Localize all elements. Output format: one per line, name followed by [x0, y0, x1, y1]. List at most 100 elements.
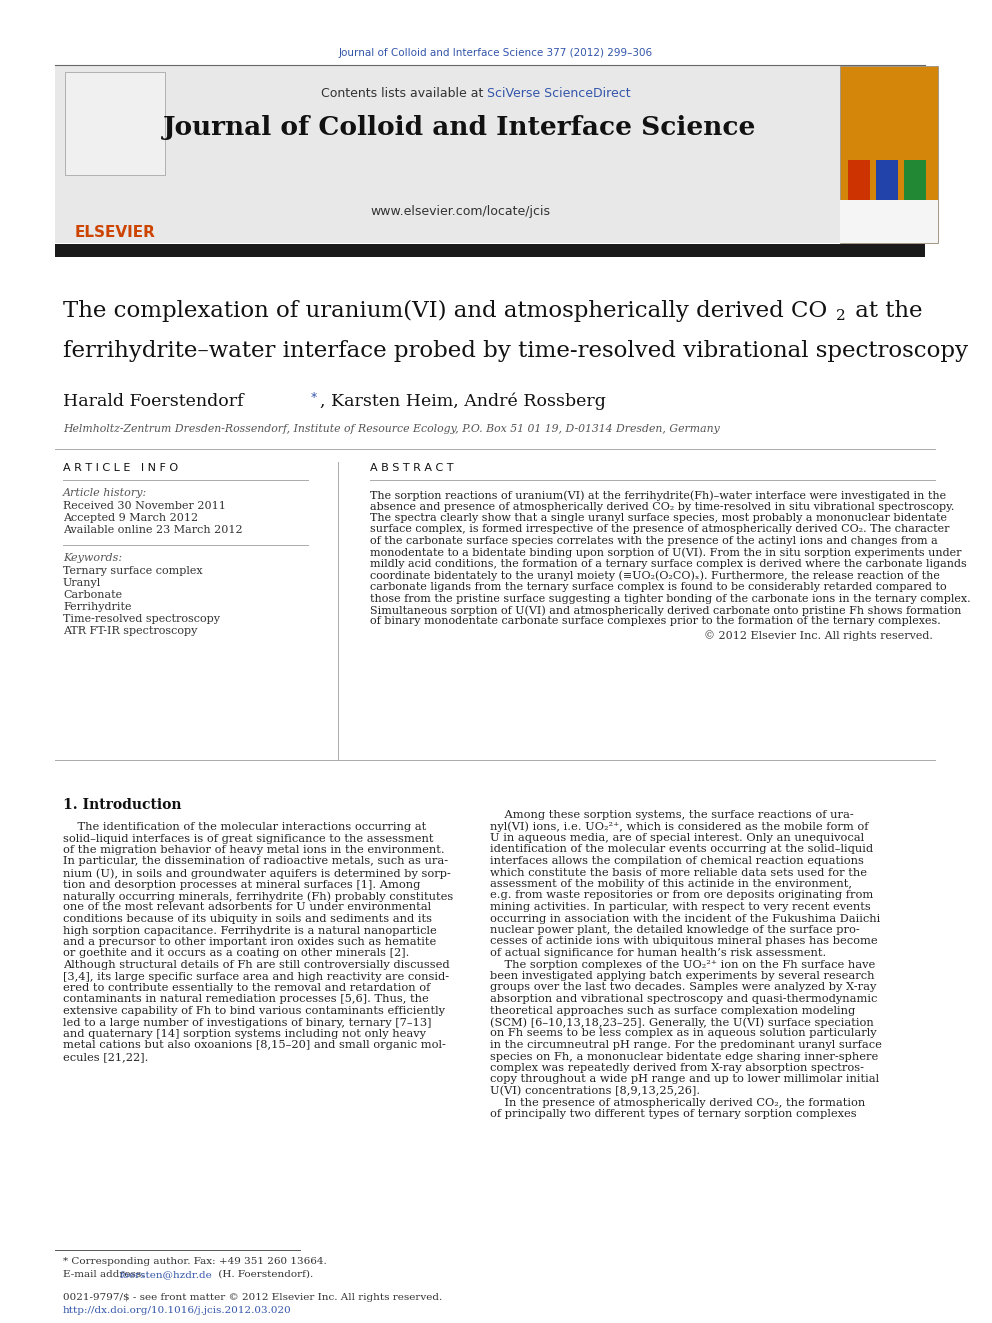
Bar — [55, 243, 925, 257]
Text: A B S T R A C T: A B S T R A C T — [370, 463, 453, 474]
Text: nium (U), in soils and groundwater aquifers is determined by sorp-: nium (U), in soils and groundwater aquif… — [63, 868, 451, 878]
Text: of the carbonate surface species correlates with the presence of the actinyl ion: of the carbonate surface species correla… — [370, 536, 937, 546]
Text: nyl(VI) ions, i.e. UO₂²⁺, which is considered as the mobile form of: nyl(VI) ions, i.e. UO₂²⁺, which is consi… — [490, 822, 869, 832]
Text: Ternary surface complex: Ternary surface complex — [63, 566, 202, 576]
Text: theoretical approaches such as surface complexation modeling: theoretical approaches such as surface c… — [490, 1005, 855, 1016]
Text: 1. Introduction: 1. Introduction — [63, 798, 182, 812]
Text: mildly acid conditions, the formation of a ternary surface complex is derived wh: mildly acid conditions, the formation of… — [370, 560, 967, 569]
Text: carbonate ligands from the ternary surface complex is found to be considerably r: carbonate ligands from the ternary surfa… — [370, 582, 946, 591]
Text: tion and desorption processes at mineral surfaces [1]. Among: tion and desorption processes at mineral… — [63, 880, 421, 889]
Text: monodentate to a bidentate binding upon sorption of U(VI). From the in situ sorp: monodentate to a bidentate binding upon … — [370, 548, 961, 558]
Text: (SCM) [6–10,13,18,23–25]. Generally, the U(VI) surface speciation: (SCM) [6–10,13,18,23–25]. Generally, the… — [490, 1017, 874, 1028]
Text: ered to contribute essentially to the removal and retardation of: ered to contribute essentially to the re… — [63, 983, 431, 994]
Text: foersten@hzdr.de: foersten@hzdr.de — [120, 1270, 212, 1279]
Text: ecules [21,22].: ecules [21,22]. — [63, 1052, 149, 1062]
Text: Although structural details of Fh are still controversially discussed: Although structural details of Fh are st… — [63, 960, 449, 970]
Text: coordinate bidentately to the uranyl moiety (≡UO₂(O₂CO)ₓ). Furthermore, the rele: coordinate bidentately to the uranyl moi… — [370, 570, 939, 581]
Text: e.g. from waste repositories or from ore deposits originating from: e.g. from waste repositories or from ore… — [490, 890, 873, 901]
Text: Keywords:: Keywords: — [63, 553, 122, 564]
Text: In particular, the dissemination of radioactive metals, such as ura-: In particular, the dissemination of radi… — [63, 856, 448, 867]
Text: *: * — [311, 392, 317, 404]
Text: nuclear power plant, the detailed knowledge of the surface pro-: nuclear power plant, the detailed knowle… — [490, 925, 860, 935]
Text: The spectra clearly show that a single uranyl surface species, most probably a m: The spectra clearly show that a single u… — [370, 513, 947, 523]
Bar — [876, 160, 898, 230]
Text: groups over the last two decades. Samples were analyzed by X-ray: groups over the last two decades. Sample… — [490, 983, 876, 992]
Text: Among these sorption systems, the surface reactions of ura-: Among these sorption systems, the surfac… — [490, 810, 854, 820]
Text: complex was repeatedly derived from X-ray absorption spectros-: complex was repeatedly derived from X-ra… — [490, 1062, 864, 1073]
Text: www.elsevier.com/locate/jcis: www.elsevier.com/locate/jcis — [370, 205, 550, 218]
Text: high sorption capacitance. Ferrihydrite is a natural nanoparticle: high sorption capacitance. Ferrihydrite … — [63, 926, 436, 935]
Text: In the presence of atmospherically derived CO₂, the formation: In the presence of atmospherically deriv… — [490, 1098, 865, 1107]
Text: Carbonate: Carbonate — [63, 590, 122, 601]
Text: identification of the molecular events occurring at the solid–liquid: identification of the molecular events o… — [490, 844, 873, 855]
Text: The identification of the molecular interactions occurring at: The identification of the molecular inte… — [63, 822, 427, 832]
Text: at the: at the — [848, 300, 923, 321]
Bar — [848, 160, 870, 230]
Text: solid–liquid interfaces is of great significance to the assessment: solid–liquid interfaces is of great sign… — [63, 833, 434, 844]
Text: Simultaneous sorption of U(VI) and atmospherically derived carbonate onto pristi: Simultaneous sorption of U(VI) and atmos… — [370, 605, 961, 615]
Bar — [840, 66, 938, 243]
Bar — [65, 71, 165, 175]
Text: Harald Foerstendorf: Harald Foerstendorf — [63, 393, 244, 410]
Text: or goethite and it occurs as a coating on other minerals [2].: or goethite and it occurs as a coating o… — [63, 949, 410, 958]
Text: cesses of actinide ions with ubiquitous mineral phases has become: cesses of actinide ions with ubiquitous … — [490, 937, 878, 946]
Text: Time-resolved spectroscopy: Time-resolved spectroscopy — [63, 614, 220, 624]
Text: led to a large number of investigations of binary, ternary [7–13]: led to a large number of investigations … — [63, 1017, 432, 1028]
Text: Received 30 November 2011: Received 30 November 2011 — [63, 501, 226, 511]
Text: in the circumneutral pH range. For the predominant uranyl surface: in the circumneutral pH range. For the p… — [490, 1040, 882, 1050]
Text: assessment of the mobility of this actinide in the environment,: assessment of the mobility of this actin… — [490, 878, 852, 889]
Text: naturally occurring minerals, ferrihydrite (Fh) probably constitutes: naturally occurring minerals, ferrihydri… — [63, 890, 453, 901]
Text: on Fh seems to be less complex as in aqueous solution particularly: on Fh seems to be less complex as in aqu… — [490, 1028, 877, 1039]
Text: of the migration behavior of heavy metal ions in the environment.: of the migration behavior of heavy metal… — [63, 845, 444, 855]
Text: U(VI) concentrations [8,9,13,25,26].: U(VI) concentrations [8,9,13,25,26]. — [490, 1086, 700, 1097]
Text: contaminants in natural remediation processes [5,6]. Thus, the: contaminants in natural remediation proc… — [63, 995, 429, 1004]
Text: absence and presence of atmospherically derived CO₂ by time-resolved in situ vib: absence and presence of atmospherically … — [370, 501, 954, 512]
Bar — [55, 66, 840, 243]
Text: A R T I C L E   I N F O: A R T I C L E I N F O — [63, 463, 179, 474]
Text: Contents lists available at: Contents lists available at — [320, 87, 487, 101]
Bar — [904, 160, 926, 230]
Text: Available online 23 March 2012: Available online 23 March 2012 — [63, 525, 243, 534]
Text: The complexation of uranium(VI) and atmospherically derived CO: The complexation of uranium(VI) and atmo… — [63, 300, 827, 321]
Text: (H. Foerstendorf).: (H. Foerstendorf). — [215, 1270, 313, 1279]
Text: © 2012 Elsevier Inc. All rights reserved.: © 2012 Elsevier Inc. All rights reserved… — [704, 630, 933, 640]
Text: http://dx.doi.org/10.1016/j.jcis.2012.03.020: http://dx.doi.org/10.1016/j.jcis.2012.03… — [63, 1306, 292, 1315]
Text: metal cations but also oxoanions [8,15–20] and small organic mol-: metal cations but also oxoanions [8,15–2… — [63, 1040, 445, 1050]
Bar — [840, 200, 938, 243]
Text: E-mail address:: E-mail address: — [63, 1270, 148, 1279]
Text: ATR FT-IR spectroscopy: ATR FT-IR spectroscopy — [63, 626, 197, 636]
Text: species on Fh, a mononuclear bidentate edge sharing inner-sphere: species on Fh, a mononuclear bidentate e… — [490, 1052, 878, 1061]
Text: * Corresponding author. Fax: +49 351 260 13664.: * Corresponding author. Fax: +49 351 260… — [63, 1257, 326, 1266]
Text: those from the pristine surface suggesting a tighter bonding of the carbonate io: those from the pristine surface suggesti… — [370, 594, 970, 603]
Text: copy throughout a wide pH range and up to lower millimolar initial: copy throughout a wide pH range and up t… — [490, 1074, 879, 1085]
Text: of principally two different types of ternary sorption complexes: of principally two different types of te… — [490, 1109, 857, 1119]
Text: been investigated applying batch experiments by several research: been investigated applying batch experim… — [490, 971, 875, 980]
Text: interfaces allows the compilation of chemical reaction equations: interfaces allows the compilation of che… — [490, 856, 864, 867]
Text: mining activities. In particular, with respect to very recent events: mining activities. In particular, with r… — [490, 902, 871, 912]
Text: The sorption complexes of the UO₂²⁺ ion on the Fh surface have: The sorption complexes of the UO₂²⁺ ion … — [490, 959, 875, 970]
Text: , Karsten Heim, André Rossberg: , Karsten Heim, André Rossberg — [320, 393, 606, 410]
Text: ferrihydrite–water interface probed by time-resolved vibrational spectroscopy: ferrihydrite–water interface probed by t… — [63, 340, 968, 363]
Text: conditions because of its ubiquity in soils and sediments and its: conditions because of its ubiquity in so… — [63, 914, 432, 923]
Text: one of the most relevant adsorbents for U under environmental: one of the most relevant adsorbents for … — [63, 902, 432, 913]
Text: of actual significance for human health’s risk assessment.: of actual significance for human health’… — [490, 949, 826, 958]
Text: Accepted 9 March 2012: Accepted 9 March 2012 — [63, 513, 198, 523]
Text: extensive capability of Fh to bind various contaminants efficiently: extensive capability of Fh to bind vario… — [63, 1005, 445, 1016]
Text: surface complex, is formed irrespective of the presence of atmospherically deriv: surface complex, is formed irrespective … — [370, 524, 949, 534]
Text: occurring in association with the incident of the Fukushima Daiichi: occurring in association with the incide… — [490, 913, 880, 923]
Text: Article history:: Article history: — [63, 488, 147, 497]
Text: Journal of Colloid and Interface Science 377 (2012) 299–306: Journal of Colloid and Interface Science… — [339, 48, 653, 58]
Text: Helmholtz-Zentrum Dresden-Rossendorf, Institute of Resource Ecology, P.O. Box 51: Helmholtz-Zentrum Dresden-Rossendorf, In… — [63, 423, 720, 434]
Text: 0021-9797/$ - see front matter © 2012 Elsevier Inc. All rights reserved.: 0021-9797/$ - see front matter © 2012 El… — [63, 1293, 442, 1302]
Text: of binary monodentate carbonate surface complexes prior to the formation of the : of binary monodentate carbonate surface … — [370, 617, 940, 627]
Text: U in aqueous media, are of special interest. Only an unequivocal: U in aqueous media, are of special inter… — [490, 833, 864, 843]
Text: Journal of Colloid and Interface Science: Journal of Colloid and Interface Science — [164, 115, 757, 140]
Text: The sorption reactions of uranium(VI) at the ferrihydrite(Fh)–water interface we: The sorption reactions of uranium(VI) at… — [370, 490, 946, 500]
Text: [3,4], its large specific surface area and high reactivity are consid-: [3,4], its large specific surface area a… — [63, 971, 449, 982]
Text: Ferrihydrite: Ferrihydrite — [63, 602, 132, 613]
Text: and quaternary [14] sorption systems including not only heavy: and quaternary [14] sorption systems inc… — [63, 1029, 426, 1039]
Text: ELSEVIER: ELSEVIER — [74, 225, 156, 239]
Text: absorption and vibrational spectroscopy and quasi-thermodynamic: absorption and vibrational spectroscopy … — [490, 994, 877, 1004]
Text: SciVerse ScienceDirect: SciVerse ScienceDirect — [487, 87, 631, 101]
Text: and a precursor to other important iron oxides such as hematite: and a precursor to other important iron … — [63, 937, 436, 947]
